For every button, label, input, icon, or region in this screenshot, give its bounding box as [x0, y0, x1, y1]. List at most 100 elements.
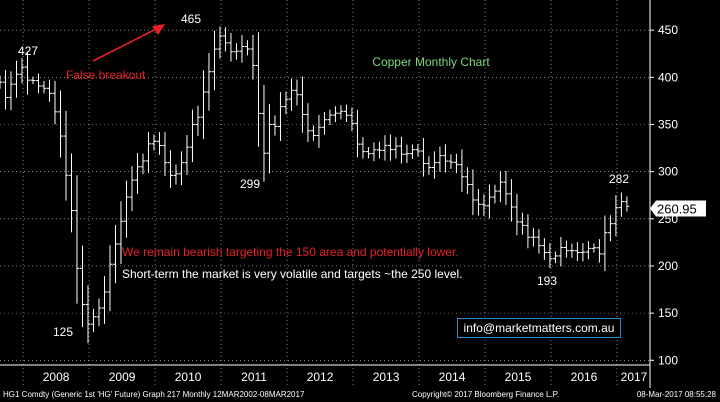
ohlc-bar — [486, 184, 492, 219]
ohlc-bar — [409, 144, 415, 159]
y-tick-150: 150 — [658, 306, 678, 320]
ohlc-bar — [371, 142, 377, 162]
ohlc-bar — [123, 180, 129, 238]
ohlc-bar — [442, 144, 448, 173]
label-125: 125 — [53, 325, 73, 339]
ohlc-bar — [343, 104, 349, 123]
ohlc-bar — [530, 227, 536, 247]
ohlc-bar — [35, 73, 41, 94]
ohlc-bar — [134, 153, 140, 194]
x-tick-2015: 2015 — [505, 370, 532, 384]
ohlc-bar — [13, 60, 19, 98]
ohlc-bar — [602, 215, 608, 272]
ohlc-bar — [162, 132, 168, 177]
footer-timestamp: 08-Mar-2017 08:55:28 — [636, 390, 716, 399]
x-tick-2011: 2011 — [241, 370, 267, 384]
ohlc-bar — [525, 214, 531, 249]
ohlc-bar — [68, 153, 74, 233]
ohlc-bar — [596, 239, 602, 263]
ohlc-bar — [118, 201, 124, 265]
ohlc-bar — [398, 136, 404, 164]
footer-bar: HG1 Comdty (Generic 1st 'HG' Future) Gra… — [0, 388, 720, 402]
ohlc-bar — [233, 43, 239, 60]
ohlc-bar — [189, 109, 195, 163]
x-tick-2014: 2014 — [439, 370, 466, 384]
false-breakout-arrow — [92, 24, 165, 62]
ohlc-bar — [261, 84, 267, 182]
ohlc-bar — [536, 229, 542, 254]
ohlc-bar — [552, 251, 558, 264]
ohlc-bar — [184, 134, 190, 175]
footer-copyright: Copyright© 2017 Bloomberg Finance L.P. — [412, 390, 560, 399]
ohlc-bar — [508, 179, 514, 222]
ohlc-bar — [222, 27, 228, 52]
email-box[interactable]: info@marketmatters.com.au — [457, 318, 621, 338]
ohlc-bar — [327, 109, 333, 126]
y-tick-450: 450 — [658, 23, 678, 37]
ohlc-bar — [74, 175, 80, 304]
bearish-note: We remain bearish targeting the 150 area… — [122, 245, 459, 259]
ohlc-bar — [244, 40, 250, 56]
ohlc-bar — [200, 70, 206, 140]
ohlc-bar — [24, 52, 30, 95]
x-tick-labels: 2008 2009 2010 2011 2012 2013 2014 2015 2016 2017 — [43, 370, 648, 384]
x-tick-2009: 2009 — [109, 370, 136, 384]
y-tick-300: 300 — [658, 165, 678, 179]
ohlc-bars — [0, 26, 630, 344]
ohlc-bar — [497, 171, 503, 203]
ohlc-bar — [178, 151, 184, 186]
ohlc-bar — [266, 104, 272, 174]
ohlc-bar — [464, 167, 470, 194]
short-term-note: Short-term the market is very volatile a… — [122, 267, 463, 281]
ohlc-bar — [140, 153, 146, 175]
ohlc-bar — [52, 80, 58, 125]
ohlc-bar — [547, 243, 553, 269]
ohlc-bar — [8, 71, 14, 111]
ohlc-bar — [145, 131, 151, 173]
ohlc-bar — [167, 150, 173, 188]
ohlc-bar — [46, 79, 52, 102]
ohlc-bar — [481, 194, 487, 216]
ohlc-bar — [574, 242, 580, 262]
footer-security: HG1 Comdty (Generic 1st 'HG' Future) Gra… — [3, 390, 305, 399]
ohlc-bar — [63, 110, 69, 201]
x-tick-2016: 2016 — [571, 370, 598, 384]
ohlc-bar — [228, 32, 234, 62]
ohlc-bar — [250, 34, 256, 80]
ohlc-bar — [206, 53, 212, 111]
ohlc-bar — [387, 134, 393, 161]
ohlc-bar — [211, 30, 217, 91]
ohlc-bar — [437, 146, 443, 172]
ohlc-bar — [272, 115, 278, 136]
ohlc-bar — [101, 276, 107, 324]
label-282: 282 — [609, 172, 629, 186]
false-breakout-label: False breakout — [66, 68, 146, 82]
ohlc-bar — [0, 75, 3, 89]
ohlc-bar — [288, 78, 294, 111]
ohlc-bar — [41, 80, 47, 94]
ohlc-bar — [239, 35, 245, 63]
ohlc-bar — [332, 106, 338, 123]
ohlc-bar — [569, 243, 575, 258]
grid-lines — [0, 29, 654, 361]
ohlc-bar — [431, 151, 437, 179]
axes — [0, 0, 651, 388]
ohlc-bar — [580, 243, 586, 262]
ohlc-bar — [475, 188, 481, 216]
label-299: 299 — [240, 177, 260, 191]
ohlc-bar — [151, 134, 157, 151]
ohlc-bar — [30, 76, 36, 85]
ohlc-bar — [277, 92, 283, 141]
label-193: 193 — [537, 274, 557, 288]
ohlc-bar — [85, 285, 91, 344]
ohlc-bar — [173, 164, 179, 185]
ohlc-bar — [310, 125, 316, 141]
ohlc-bar — [514, 193, 520, 236]
ohlc-bar — [591, 243, 597, 253]
ohlc-bar — [492, 184, 498, 204]
y-tick-200: 200 — [658, 259, 678, 273]
ohlc-bar — [448, 154, 454, 169]
ohlc-bar — [195, 105, 201, 137]
ohlc-bar — [321, 112, 327, 135]
